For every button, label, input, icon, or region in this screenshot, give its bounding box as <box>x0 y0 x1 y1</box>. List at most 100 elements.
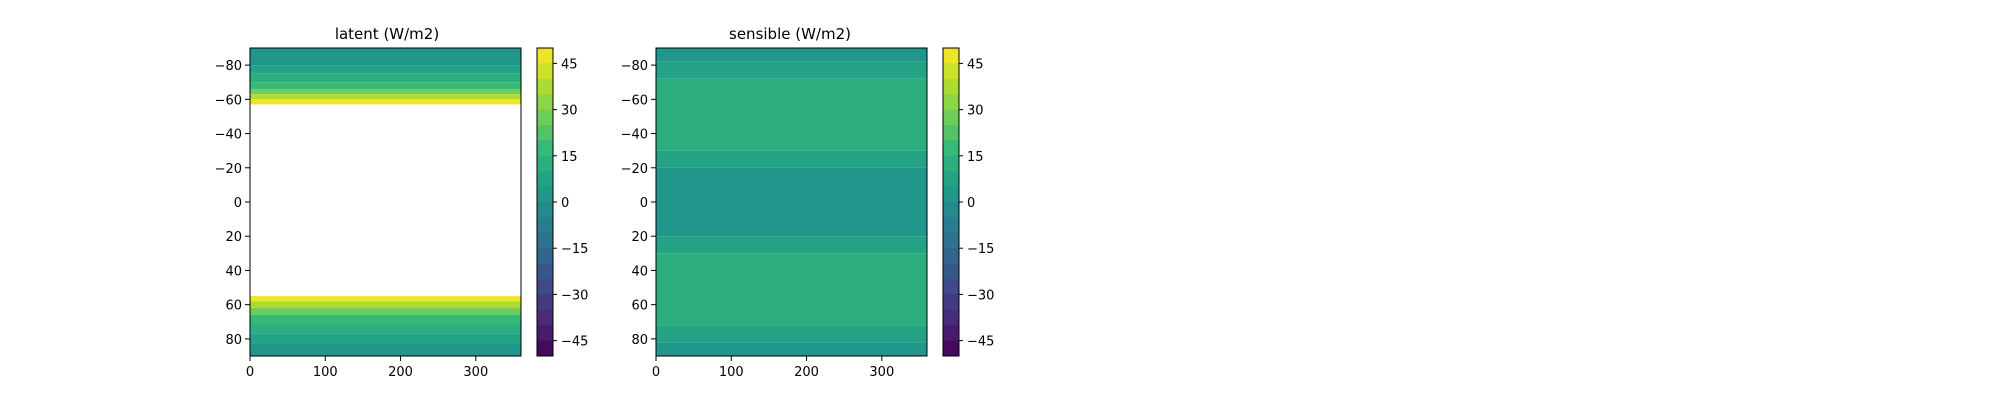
x-tick-label-2: 200 <box>794 365 819 380</box>
colorbar-tick-label-1: 30 <box>967 104 984 119</box>
colorbar-level-19 <box>537 340 553 357</box>
y-tick-label-1: −60 <box>621 93 648 108</box>
colorbar-tick-label-5: −30 <box>561 288 588 303</box>
field-band-8 <box>250 296 521 302</box>
x-tick-label-0: 0 <box>652 365 660 380</box>
field-band-11 <box>250 314 521 324</box>
field-band-3 <box>250 82 521 90</box>
x-tick-label-1: 100 <box>313 365 338 380</box>
field-band-9 <box>250 301 521 309</box>
colorbar-level-6 <box>537 140 553 157</box>
colorbar-level-2 <box>943 78 959 95</box>
colorbar-level-14 <box>943 263 959 280</box>
colorbar-level-18 <box>537 325 553 342</box>
sensible-title: sensible (W/m2) <box>729 25 851 43</box>
colorbar-tick-label-0: 45 <box>967 57 984 72</box>
colorbar-level-1 <box>943 63 959 80</box>
colorbar-tick-label-3: 0 <box>561 196 569 211</box>
colorbar-tick-label-1: 30 <box>561 104 578 119</box>
y-tick-label-7: 60 <box>631 299 648 314</box>
colorbar-level-13 <box>943 248 959 265</box>
field-band-1 <box>656 61 927 79</box>
colorbar-tick-label-0: 45 <box>561 57 578 72</box>
latent-title: latent (W/m2) <box>335 25 439 43</box>
y-tick-label-3: −20 <box>621 162 648 177</box>
field-band-0 <box>656 48 927 62</box>
y-tick-label-2: −40 <box>621 128 648 143</box>
colorbar-level-17 <box>943 309 959 326</box>
field-band-2 <box>656 78 927 151</box>
field-band-5 <box>250 94 521 100</box>
colorbar-level-1 <box>537 63 553 80</box>
y-tick-label-6: 40 <box>225 264 242 279</box>
field-band-1 <box>250 65 521 74</box>
y-tick-label-8: 80 <box>631 333 648 348</box>
x-tick-label-3: 300 <box>463 365 488 380</box>
colorbar-level-9 <box>537 186 553 203</box>
field-band-4 <box>656 167 927 237</box>
colorbar-level-0 <box>537 48 553 64</box>
colorbar-level-16 <box>537 294 553 311</box>
field-band-14 <box>250 344 521 356</box>
x-tick-label-2: 200 <box>388 365 413 380</box>
sensible-panel: sensible (W/m2) 0 100 200 300−80−60−40−2002… <box>621 25 995 380</box>
colorbar-level-17 <box>537 309 553 326</box>
y-tick-label-2: −40 <box>215 128 242 143</box>
colorbar-tick-label-5: −30 <box>967 288 994 303</box>
colorbar-level-12 <box>943 232 959 249</box>
field-band-6 <box>250 99 521 105</box>
colorbar-level-2 <box>537 78 553 95</box>
colorbar-level-19 <box>943 340 959 357</box>
y-tick-label-1: −60 <box>215 93 242 108</box>
colorbar-tick-label-6: −45 <box>561 335 588 350</box>
colorbar-level-12 <box>537 232 553 249</box>
y-tick-label-4: 0 <box>234 196 242 211</box>
y-tick-label-0: −80 <box>621 59 648 74</box>
field-band-2 <box>250 73 521 83</box>
colorbar-level-15 <box>537 279 553 295</box>
colorbar-tick-label-4: −15 <box>967 242 994 257</box>
field-band-10 <box>250 308 521 315</box>
colorbar-level-4 <box>943 109 959 126</box>
colorbar-level-4 <box>537 109 553 126</box>
colorbar-level-11 <box>537 217 553 234</box>
colorbar-level-11 <box>943 217 959 234</box>
colorbar-level-0 <box>943 48 959 64</box>
field-band-0 <box>250 48 521 66</box>
colorbar-level-8 <box>537 171 553 188</box>
colorbar-level-3 <box>537 94 553 111</box>
colorbar-level-7 <box>943 155 959 172</box>
field-band-6 <box>656 253 927 326</box>
x-tick-label-3: 300 <box>869 365 894 380</box>
field-band-4 <box>250 89 521 95</box>
field-band-3 <box>656 150 927 168</box>
colorbar-level-6 <box>943 140 959 157</box>
colorbar-level-16 <box>943 294 959 311</box>
colorbar-level-5 <box>537 125 553 141</box>
colorbar-level-18 <box>943 325 959 342</box>
colorbar-level-15 <box>943 279 959 295</box>
y-tick-label-4: 0 <box>640 196 648 211</box>
colorbar-level-8 <box>943 171 959 188</box>
y-tick-label-3: −20 <box>215 162 242 177</box>
colorbar-tick-label-3: 0 <box>967 196 975 211</box>
y-tick-label-5: 20 <box>631 230 648 245</box>
y-tick-label-0: −80 <box>215 59 242 74</box>
colorbar-tick-label-6: −45 <box>967 335 994 350</box>
y-tick-label-5: 20 <box>225 230 242 245</box>
field-band-13 <box>250 333 521 345</box>
x-tick-label-0: 0 <box>246 365 254 380</box>
field-band-12 <box>250 323 521 334</box>
colorbar-level-3 <box>943 94 959 111</box>
colorbar-tick-label-2: 15 <box>561 150 578 165</box>
colorbar-tick-label-4: −15 <box>561 242 588 257</box>
field-band-7 <box>250 104 521 297</box>
latent-panel: latent (W/m2) 0 100 200 300−80−60−40−200204… <box>215 25 589 380</box>
y-tick-label-6: 40 <box>631 264 648 279</box>
colorbar-level-10 <box>537 202 553 218</box>
x-tick-label-1: 100 <box>719 365 744 380</box>
colorbar-level-10 <box>943 202 959 218</box>
colorbar-level-5 <box>943 125 959 141</box>
colorbar-level-13 <box>537 248 553 265</box>
